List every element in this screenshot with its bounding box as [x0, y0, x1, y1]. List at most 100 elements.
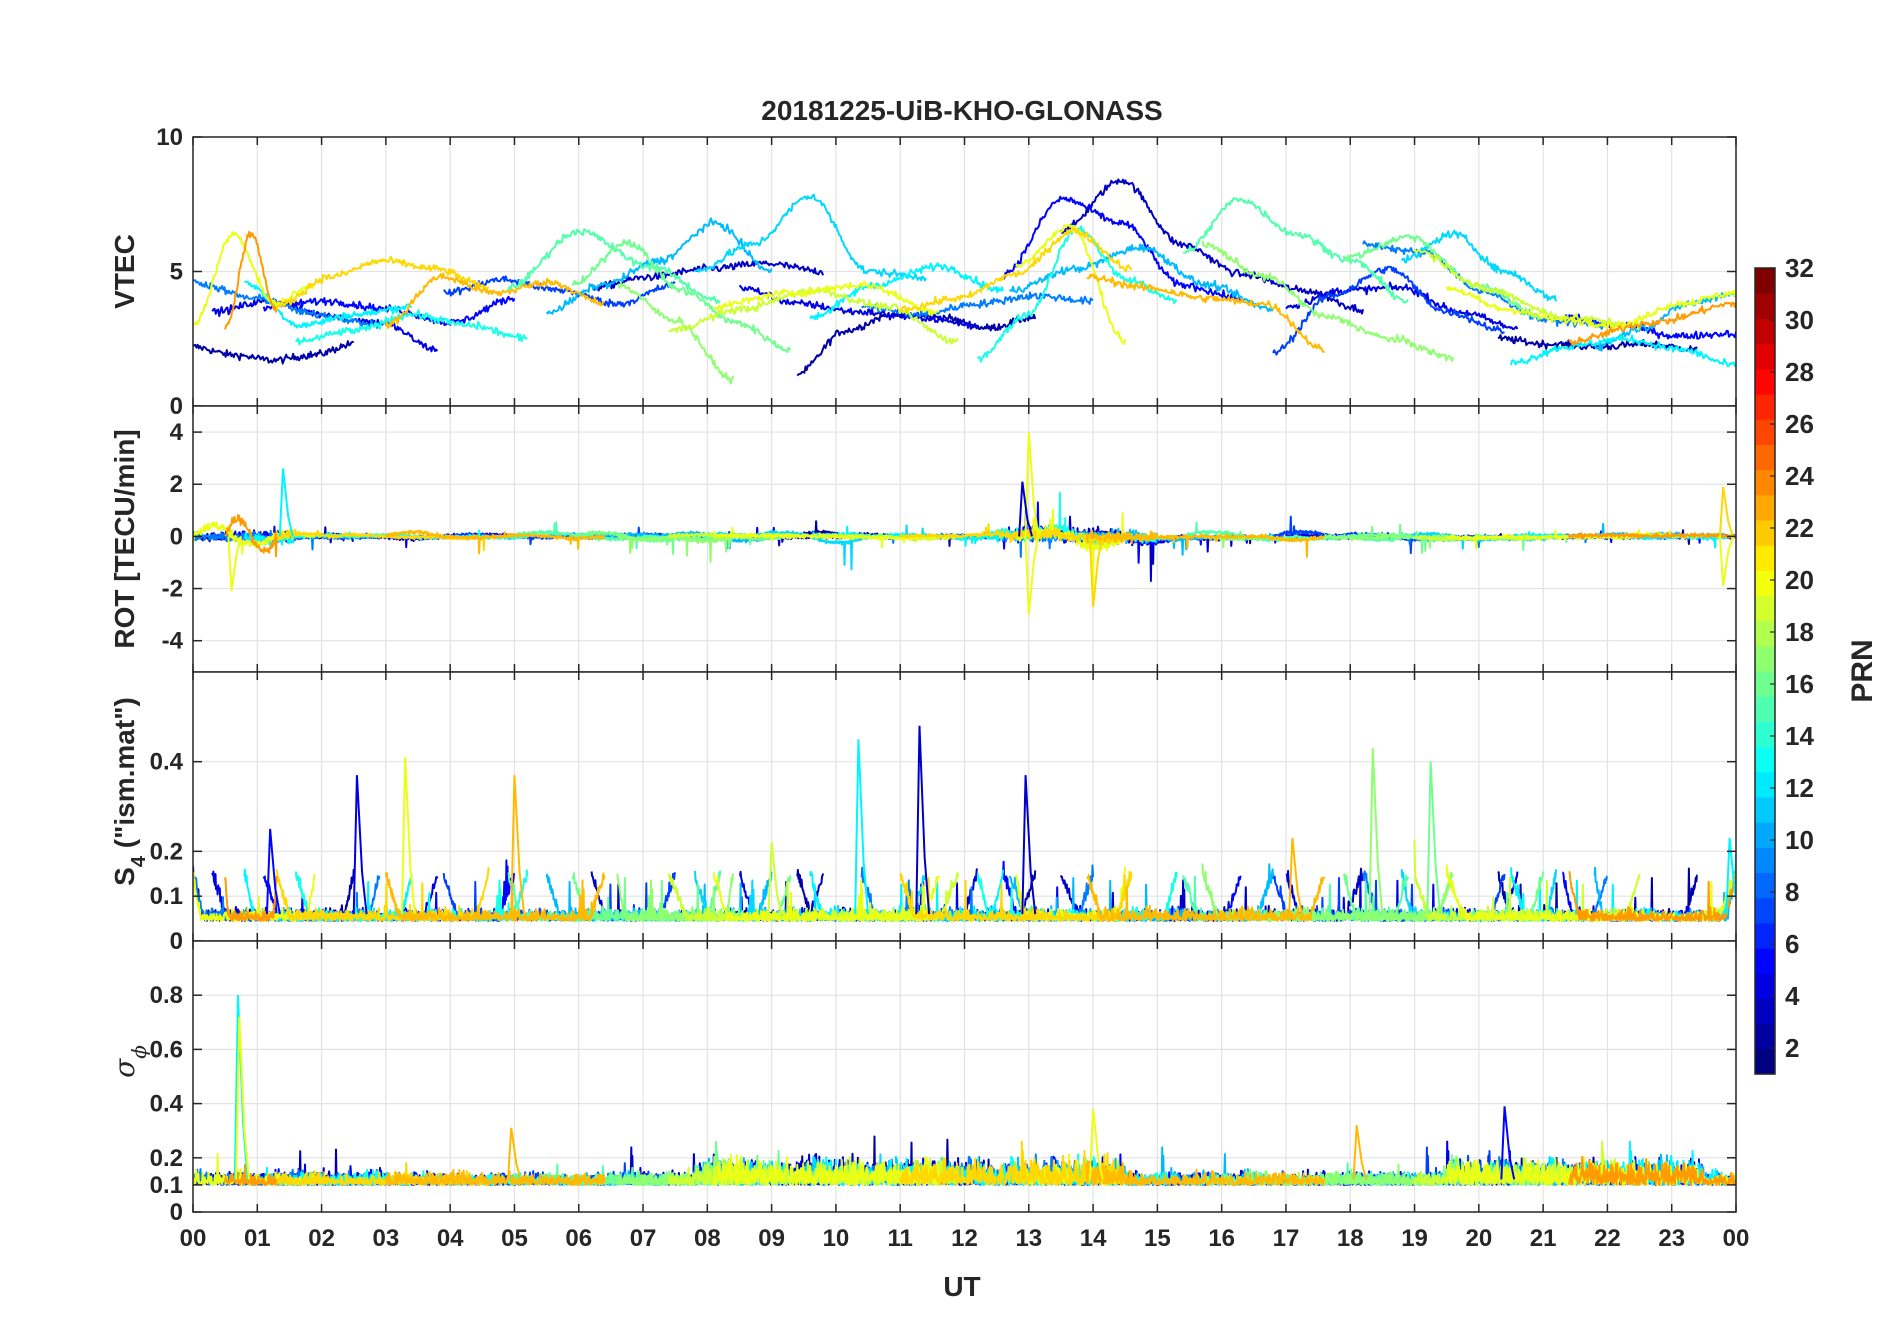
- series-line-prn-23: [384, 1168, 606, 1186]
- panel-rot: -4 -2 0 2 4 ROT [TECU/min]: [109, 405, 1737, 673]
- y-axis-label-rot: ROT [TECU/min]: [109, 429, 140, 648]
- y-tick-label: -2: [162, 576, 183, 603]
- panel-sigphi: 00.10.2 0.4 0.6 0.8 σϕ: [108, 940, 1737, 1226]
- series-line-prn-20: [713, 280, 940, 316]
- series-line-prn-10: [545, 217, 773, 315]
- series-line-prn-23: [1085, 1160, 1326, 1186]
- x-tick-label: 22: [1594, 1225, 1621, 1252]
- colorbar-swatch: [1755, 847, 1775, 874]
- x-axis: 00 01 02 03 04 05 06 07 08 09 10 11 12 13 14 15 16 17 18 19…: [180, 1225, 1750, 1252]
- series-line-prn-11: [694, 193, 927, 282]
- series-group-sigphi: [193, 995, 1736, 1186]
- series-line-prn-16: [571, 1140, 792, 1186]
- colorbar-swatch: [1755, 343, 1775, 370]
- series-spike-prn-16: [1426, 761, 1442, 915]
- series-line-prn-24: [1567, 532, 1736, 539]
- series-line-prn-13: [976, 491, 1178, 548]
- colorbar-tick-label: 22: [1785, 513, 1814, 543]
- series-spike-prn-4: [265, 828, 281, 915]
- colorbar-tick-label: 24: [1785, 461, 1814, 491]
- series-spike-prn-23: [507, 1127, 522, 1180]
- y-tick-label: 0: [170, 1199, 183, 1226]
- series-line-prn-2: [1059, 178, 1365, 315]
- series-spike-prn-23: [1288, 837, 1304, 915]
- series-line-prn-20: [193, 231, 317, 326]
- x-tick-label: 17: [1273, 1225, 1300, 1252]
- series-spike-prn-12: [278, 468, 294, 537]
- y-tick-label: 0.4: [150, 1091, 184, 1118]
- x-tick-label: 08: [694, 1225, 721, 1252]
- series-spike-prn-20: [1024, 536, 1040, 615]
- series-line-prn-24: [1568, 301, 1736, 346]
- x-tick-label: 12: [951, 1225, 978, 1252]
- series-spike-prn-2: [1018, 481, 1033, 537]
- colorbar-tick-label: 2: [1785, 1033, 1799, 1063]
- y-axis-label-s4: S4 ("ism.mat"): [109, 697, 150, 886]
- series-line-prn-23: [1086, 874, 1326, 922]
- series-line-prn-17: [617, 281, 735, 385]
- series-line-prn-22: [275, 255, 490, 311]
- x-tick-label: 00: [180, 1225, 207, 1252]
- series-spike-prn-20: [1088, 1108, 1104, 1180]
- series-line-prn-23: [1085, 529, 1326, 558]
- x-tick-label: 13: [1015, 1225, 1042, 1252]
- x-tick-label: 01: [244, 1225, 271, 1252]
- series-line-prn-17: [1201, 240, 1455, 362]
- colorbar-tick-label: 32: [1785, 253, 1814, 283]
- colorbar-tick-label: 30: [1785, 305, 1814, 335]
- colorbar-swatch: [1755, 393, 1775, 420]
- series-line-prn-17: [616, 873, 735, 922]
- series-group-vtec: [193, 178, 1736, 385]
- series-line-prn-20: [712, 872, 940, 922]
- series-line-prn-24: [224, 1163, 278, 1186]
- y-axis-label-vtec: VTEC: [109, 234, 140, 309]
- colorbar-swatch: [1755, 419, 1775, 445]
- colorbar-swatch: [1755, 822, 1775, 848]
- x-tick-label: 09: [758, 1225, 785, 1252]
- series-spike-prn-12: [854, 739, 870, 915]
- y-tick-label: 10: [156, 124, 183, 151]
- series-line-prn-3: [1285, 281, 1519, 330]
- x-axis-label: UT: [943, 1271, 980, 1302]
- colorbar-swatch: [1755, 620, 1775, 647]
- series-line-prn-20: [1015, 223, 1127, 345]
- colorbar-tick-label: 18: [1785, 617, 1814, 647]
- y-tick-label: 0: [170, 523, 183, 550]
- series-line-prn-24: [224, 514, 278, 558]
- series-spike-prn-22: [1088, 536, 1104, 607]
- series-spike-prn-4: [1500, 1106, 1516, 1180]
- y-tick-label: 5: [170, 259, 183, 286]
- colorbar-swatch: [1755, 1048, 1775, 1075]
- x-tick-label: 16: [1208, 1225, 1235, 1252]
- series-line-prn-19: [1413, 248, 1641, 331]
- series-line-prn-16: [1342, 233, 1544, 321]
- x-tick-label: 20: [1465, 1225, 1492, 1252]
- series-line-prn-4: [1002, 195, 1242, 302]
- colorbar-swatch: [1755, 973, 1775, 1000]
- series-line-prn-13: [295, 309, 528, 346]
- x-tick-label: 11: [888, 1225, 913, 1252]
- colorbar-swatch: [1755, 1023, 1775, 1050]
- series-line-prn-1: [193, 340, 354, 365]
- y-tick-label: -4: [162, 628, 184, 655]
- colorbar-swatch: [1755, 268, 1775, 294]
- series-line-prn-22: [899, 227, 1133, 315]
- y-tick-label: 0.8: [150, 982, 183, 1009]
- series-line-prn-16: [571, 238, 791, 354]
- series-group-rot: [193, 432, 1736, 615]
- colorbar-tick-label: 6: [1785, 929, 1799, 959]
- colorbar-swatch: [1755, 595, 1775, 622]
- series-line-prn-24: [1568, 870, 1736, 922]
- series-spike-prn-23: [510, 775, 526, 915]
- y-axis-label-sigphi: σϕ: [108, 1045, 151, 1078]
- x-tick-label: 02: [308, 1225, 335, 1252]
- y-tick-label: 0.2: [150, 838, 183, 865]
- colorbar-swatch: [1755, 519, 1775, 546]
- colorbar-swatch: [1755, 897, 1775, 924]
- series-spike-prn-20: [1024, 432, 1040, 537]
- series-line-prn-17: [1201, 863, 1454, 922]
- y-tick-label: 0.1: [150, 883, 183, 910]
